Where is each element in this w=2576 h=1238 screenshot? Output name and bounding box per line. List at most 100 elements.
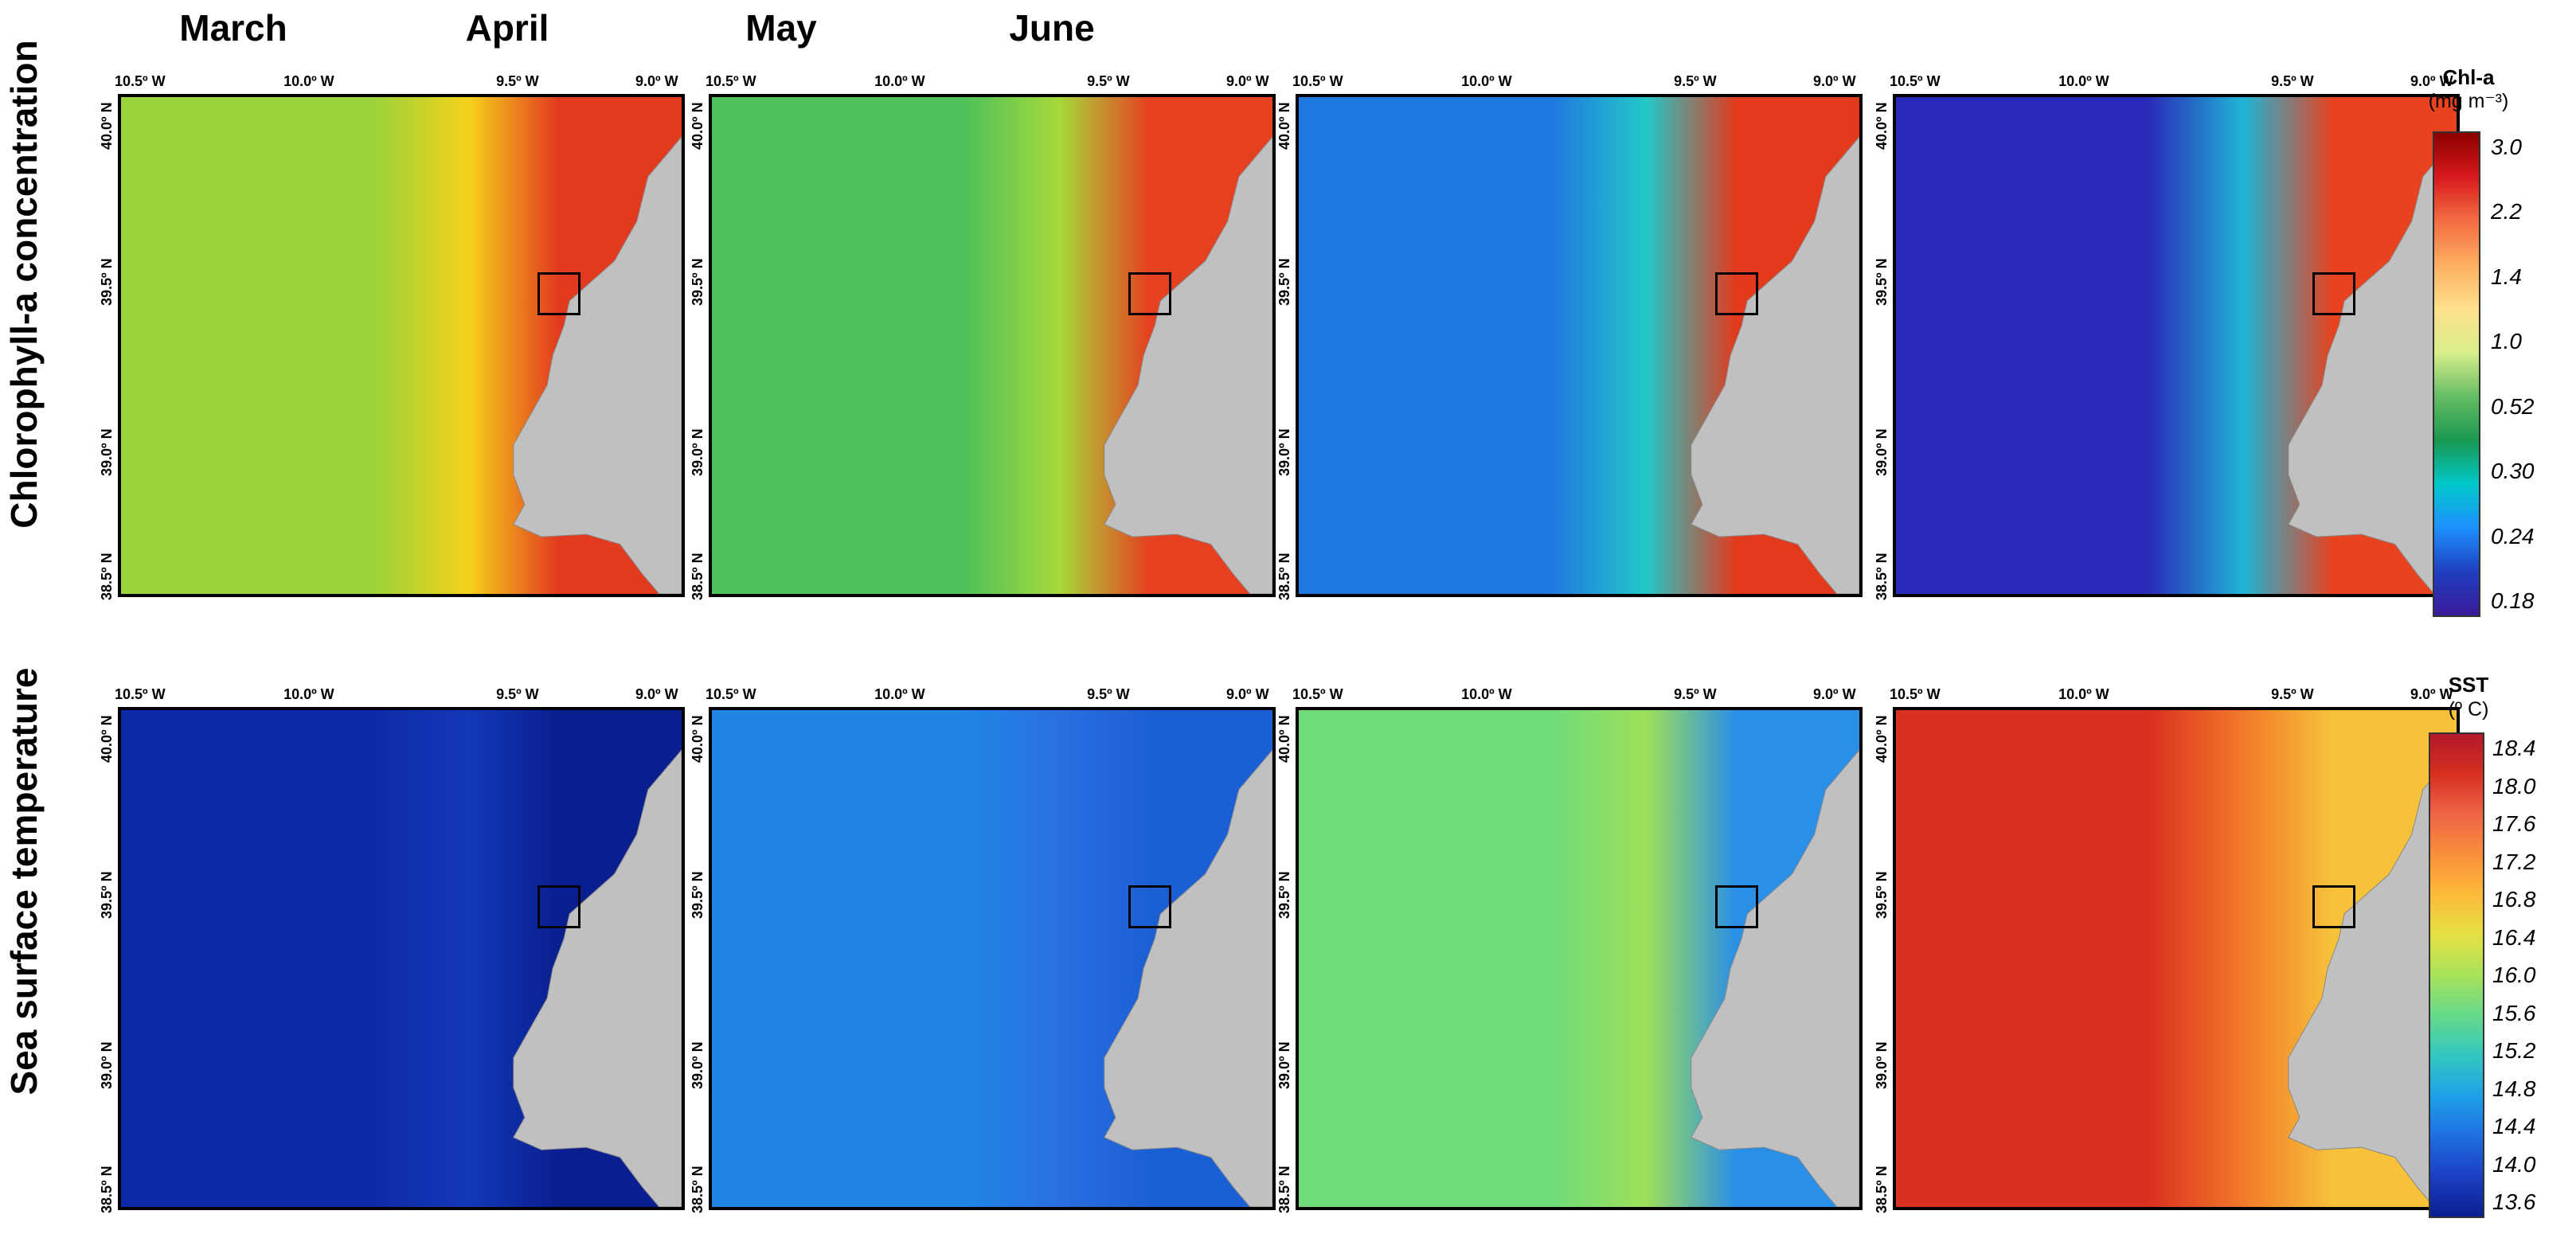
colorbar-tick-label: 16.4	[2492, 924, 2536, 950]
colorbar-tick-label: 0.24	[2491, 523, 2535, 549]
land-mask	[1691, 749, 1859, 1207]
lon-tick-label: 9.0º W	[2410, 686, 2453, 702]
lat-tick-label: 38.5º N	[1276, 1166, 1292, 1213]
colorbar-tick-label: 18.4	[2492, 736, 2536, 760]
lon-tick-label: 10.5º W	[115, 686, 166, 702]
month-title-april: April	[465, 7, 549, 49]
colorbar-tick-label: 17.6	[2492, 811, 2536, 836]
land-mask	[2288, 749, 2457, 1207]
land-mask	[1691, 136, 1859, 594]
lon-tick-label: 10.0º W	[874, 73, 925, 89]
study-area-box	[1128, 885, 1171, 929]
study-area-box	[1714, 272, 1758, 316]
colorbar-tick-label: 15.6	[2492, 1000, 2536, 1025]
lon-tick-label: 10.0º W	[283, 73, 334, 89]
lat-tick-label: 40.0º N	[99, 102, 115, 150]
lat-tick-label: 40.0º N	[1874, 102, 1890, 150]
lat-tick-label: 39.5º N	[99, 870, 115, 919]
colorbar-tick-label: 1.4	[2491, 264, 2522, 289]
lat-tick-label: 38.5º N	[99, 1166, 115, 1213]
map-panel-sst-may	[1296, 707, 1863, 1210]
lat-tick-label: 39.5º N	[690, 870, 706, 919]
lat-tick-label: 39.0º N	[1276, 428, 1292, 477]
map-panel-chl-april	[709, 94, 1276, 597]
chl-colorbar-unit: (mg m⁻³)	[2428, 90, 2509, 112]
lon-tick-label: 10.5º W	[1890, 686, 1941, 702]
study-area-box	[1128, 272, 1171, 316]
lon-tick-label: 10.5º W	[706, 73, 756, 89]
colorbar-tick-label: 14.4	[2492, 1114, 2536, 1138]
sst-colorbar-unit: (º C)	[2448, 698, 2489, 721]
lat-tick-label: 39.5º N	[690, 257, 706, 306]
lat-tick-label: 40.0º N	[690, 102, 706, 150]
lat-tick-label: 39.5º N	[99, 257, 115, 306]
lon-tick-label: 9.5º W	[1674, 686, 1717, 702]
colorbar-tick-label: 17.2	[2492, 849, 2536, 874]
land-mask	[1104, 749, 1272, 1207]
colorbar-tick-label: 15.2	[2492, 1038, 2536, 1063]
study-area-box	[537, 885, 580, 929]
lon-tick-label: 10.5º W	[1292, 686, 1343, 702]
colorbar-tick-label: 1.0	[2491, 329, 2522, 354]
lat-tick-label: 38.5º N	[1874, 1166, 1890, 1213]
land-mask	[1104, 136, 1272, 594]
lon-tick-label: 10.0º W	[1461, 686, 1512, 702]
study-area-box	[537, 272, 580, 316]
colorbar-tick-label: 0.52	[2491, 393, 2535, 419]
colorbar-tick-label: 2.2	[2491, 199, 2522, 225]
lon-tick-label: 10.0º W	[874, 686, 925, 702]
map-panel-sst-march	[118, 707, 685, 1210]
lon-tick-label: 9.0º W	[1226, 73, 1269, 89]
lat-tick-label: 39.0º N	[690, 1041, 706, 1090]
lat-tick-label: 39.5º N	[1276, 257, 1292, 306]
lon-tick-label: 9.0º W	[635, 73, 678, 89]
lon-tick-label: 10.5º W	[1292, 73, 1343, 89]
lon-tick-label: 9.5º W	[2271, 73, 2314, 89]
colorbar-tick-label: 14.0	[2492, 1151, 2536, 1177]
lat-tick-label: 39.0º N	[1276, 1041, 1292, 1090]
lon-tick-label: 10.5º W	[1890, 73, 1941, 89]
map-panel-chl-may	[1296, 94, 1863, 597]
month-title-may: May	[745, 7, 817, 49]
lat-tick-label: 39.0º N	[99, 1041, 115, 1090]
lon-tick-label: 9.5º W	[1087, 686, 1130, 702]
lat-tick-label: 39.5º N	[1874, 870, 1890, 919]
colorbar-tick-label: 0.30	[2491, 459, 2535, 484]
colorbar-tick-label: 0.18	[2491, 588, 2535, 613]
map-panel-chl-june	[1893, 94, 2460, 597]
month-title-march: March	[179, 7, 287, 49]
colorbar-tick-label: 3.0	[2491, 135, 2522, 159]
colorbar-tick-label: 16.8	[2492, 887, 2536, 912]
lon-tick-label: 10.0º W	[283, 686, 334, 702]
land-mask	[2288, 136, 2457, 594]
lon-tick-label: 9.5º W	[1674, 73, 1717, 89]
lat-tick-label: 39.0º N	[1874, 1041, 1890, 1090]
lon-tick-label: 10.0º W	[1461, 73, 1512, 89]
month-title-june: June	[1009, 7, 1095, 49]
lon-tick-label: 9.5º W	[496, 73, 539, 89]
lat-tick-label: 40.0º N	[1276, 715, 1292, 763]
lat-tick-label: 39.0º N	[1874, 428, 1890, 477]
sst-colorbar	[2429, 732, 2484, 1218]
chl-colorbar	[2433, 131, 2480, 617]
lon-tick-label: 9.0º W	[1813, 73, 1856, 89]
lon-tick-label: 10.0º W	[2058, 686, 2109, 702]
lon-tick-label: 10.5º W	[706, 686, 756, 702]
lon-tick-label: 9.0º W	[2410, 73, 2453, 89]
lat-tick-label: 40.0º N	[690, 715, 706, 763]
row-title-chlorophyll: Chlorophyll-a concentration	[3, 40, 45, 529]
lat-tick-label: 38.5º N	[1276, 553, 1292, 600]
colorbar-tick-label: 14.8	[2492, 1076, 2536, 1101]
lat-tick-label: 39.5º N	[1276, 870, 1292, 919]
study-area-box	[2312, 885, 2355, 929]
map-panel-chl-march	[118, 94, 685, 597]
lon-tick-label: 10.5º W	[115, 73, 166, 89]
lat-tick-label: 39.0º N	[690, 428, 706, 477]
lon-tick-label: 9.0º W	[1226, 686, 1269, 702]
lat-tick-label: 38.5º N	[1874, 553, 1890, 600]
lat-tick-label: 40.0º N	[1276, 102, 1292, 150]
lat-tick-label: 38.5º N	[690, 553, 706, 600]
study-area-box	[1714, 885, 1758, 929]
lon-tick-label: 9.0º W	[1813, 686, 1856, 702]
lat-tick-label: 39.0º N	[99, 428, 115, 477]
